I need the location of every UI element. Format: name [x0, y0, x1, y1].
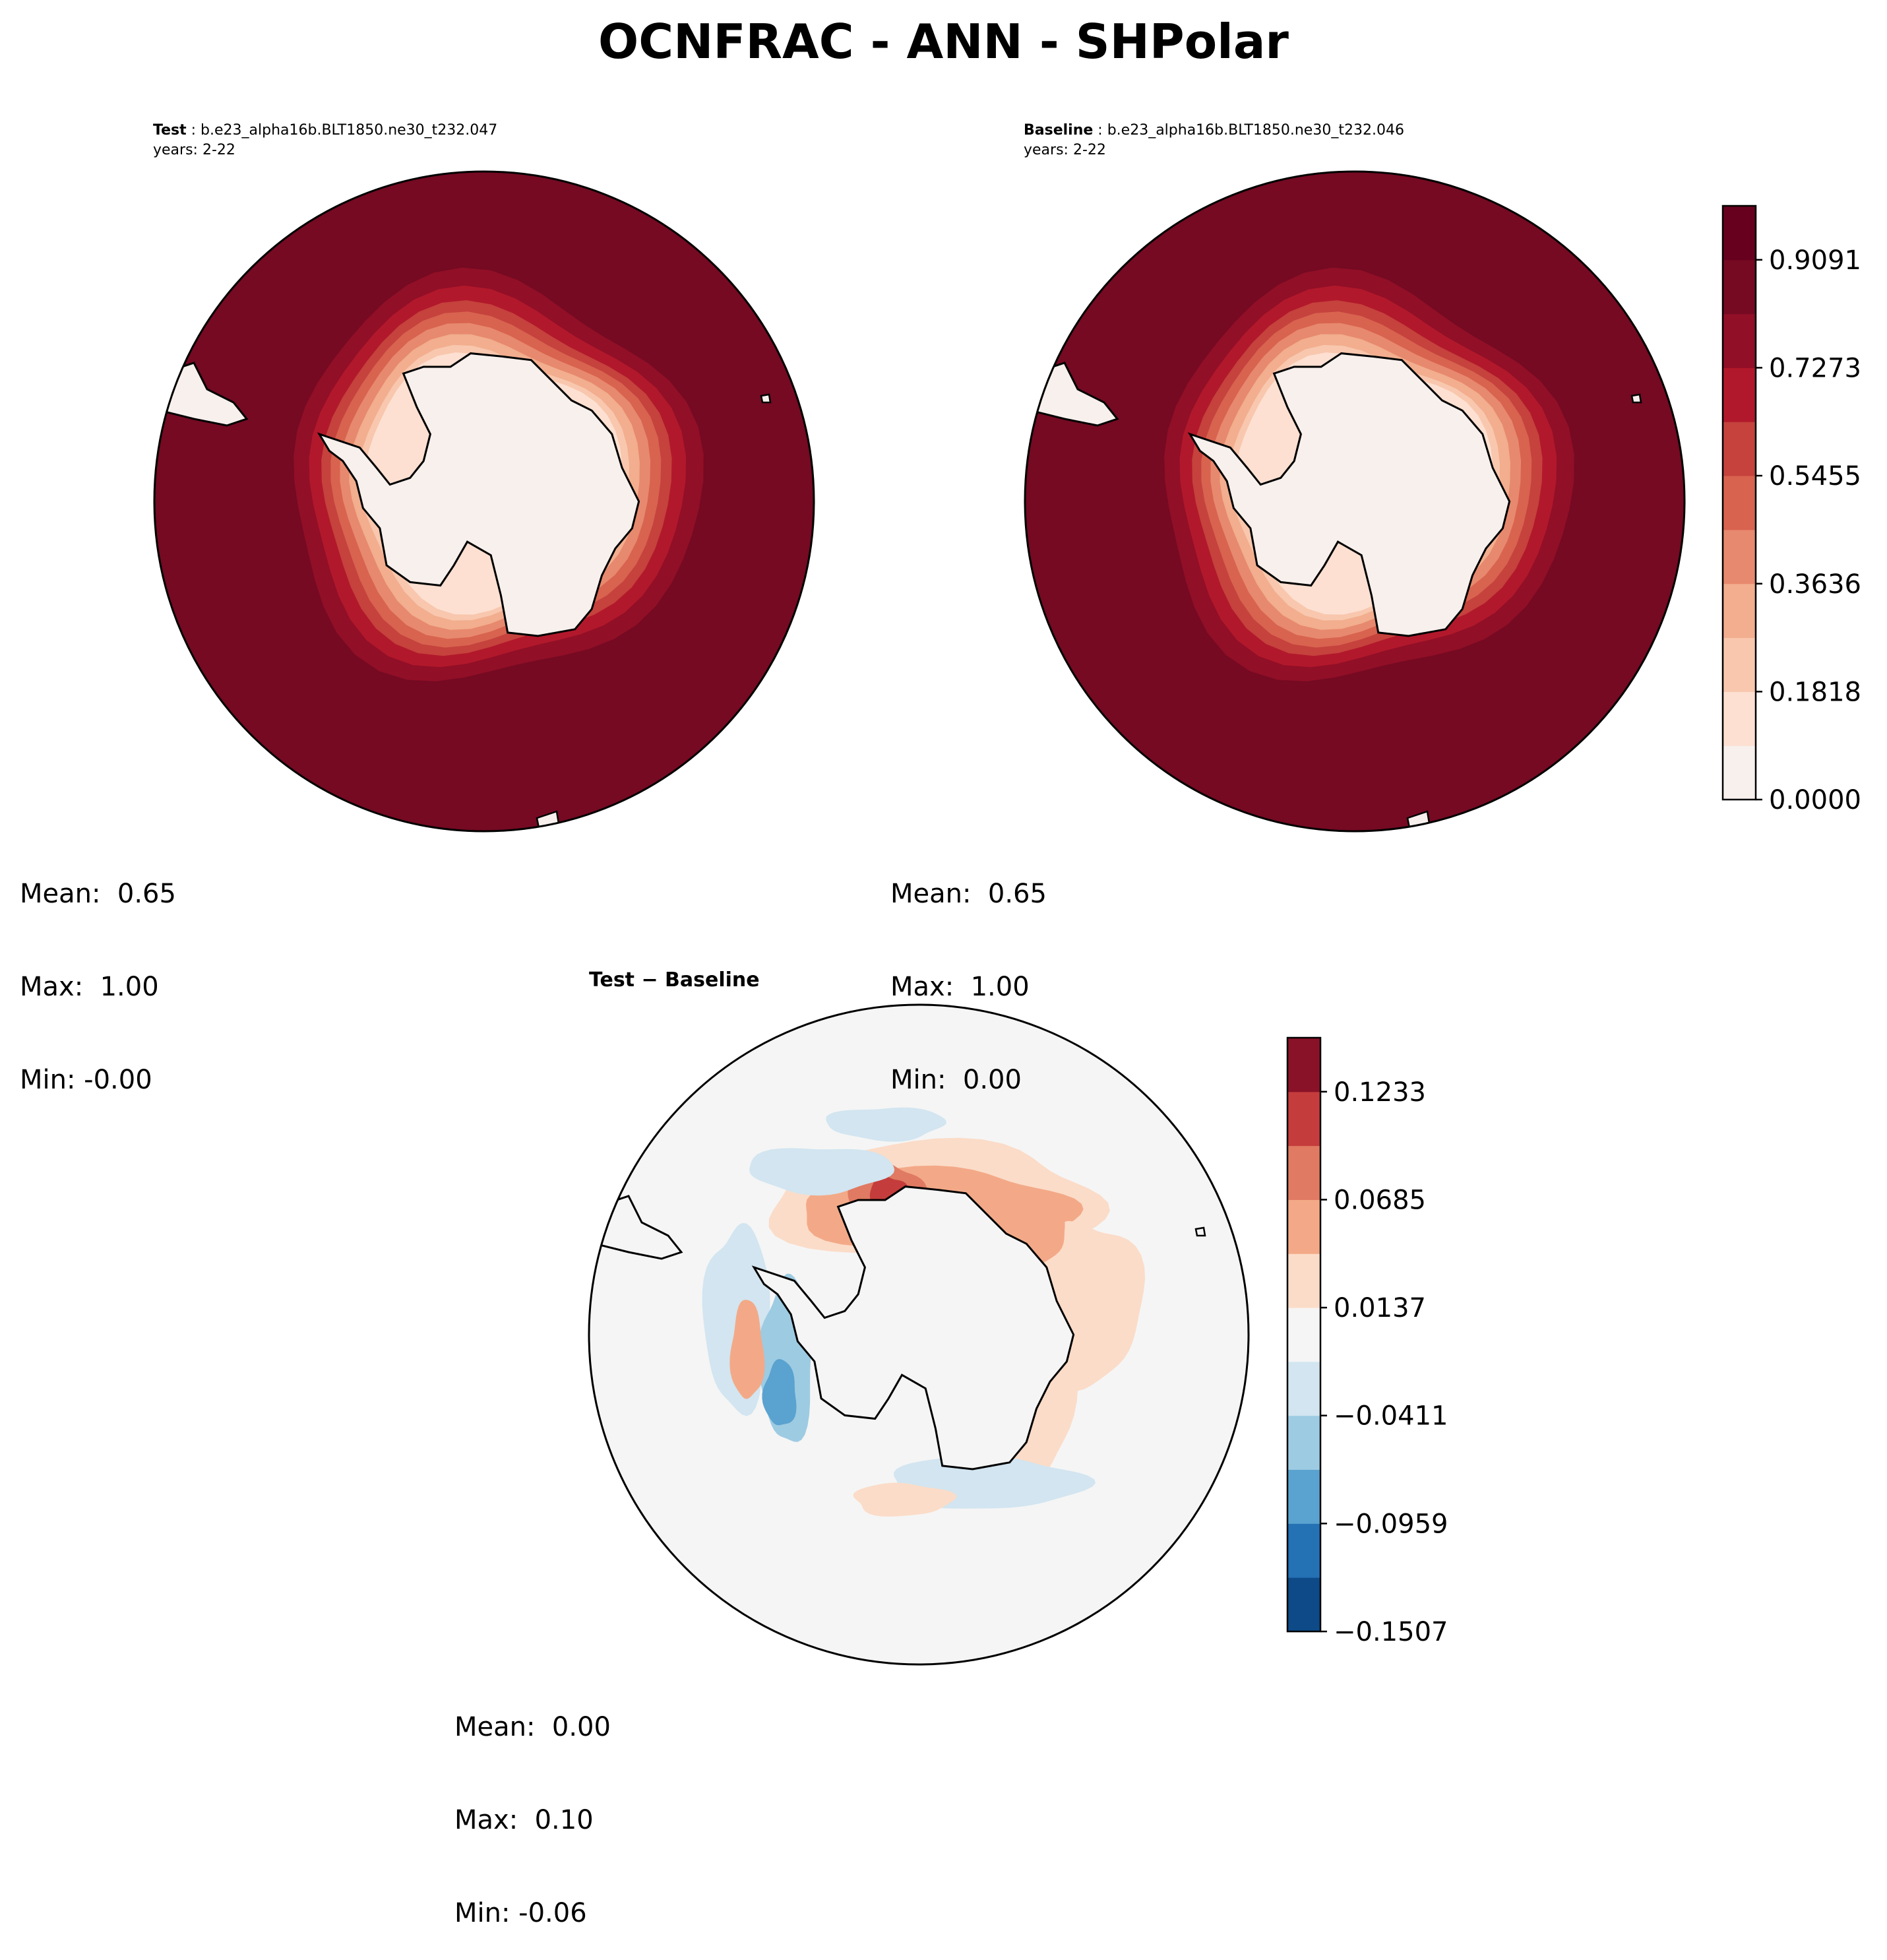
baseline-stats: Mean: 0.65 Max: 1.00 Min: 0.00 — [890, 817, 1047, 1127]
diff-cbar-tick-label-2: −0.0411 — [1334, 1401, 1448, 1432]
base-land — [1190, 353, 1510, 636]
ocnfrac-cbar-tick-label-2: 0.3636 — [1769, 569, 1861, 600]
test-island-a — [760, 393, 772, 404]
diff-cbar-tick-label-4: 0.0685 — [1334, 1185, 1426, 1215]
diff-min: Min: -0.06 — [454, 1898, 587, 1928]
test-coastline-icon — [317, 352, 640, 637]
test-mean: Mean: 0.65 — [20, 879, 176, 909]
diff-stats: Mean: 0.00 Max: 0.10 Min: -0.06 — [454, 1650, 611, 1960]
test-min: Min: -0.00 — [20, 1065, 152, 1095]
test-max: Max: 1.00 — [20, 972, 159, 1002]
ocnfrac-cbar-tick-label-0: 0.0000 — [1769, 785, 1861, 815]
test-stats: Mean: 0.65 Max: 1.00 Min: -0.00 — [20, 817, 176, 1127]
diff-cbar-swatch-3 — [1287, 1415, 1320, 1470]
diff-cbar-swatch-10 — [1287, 1038, 1320, 1092]
diff-contour-8 — [762, 1359, 797, 1426]
diff-contour-9 — [729, 1300, 765, 1399]
diff-cbar-swatch-6 — [1287, 1253, 1320, 1308]
diff-max: Max: 0.10 — [454, 1805, 594, 1835]
diff-cbar-swatch-2 — [1287, 1469, 1320, 1524]
base-border — [1024, 170, 1686, 833]
test-case: b.e23_alpha16b.BLT1850.ne30_t232.047 — [201, 122, 498, 139]
diff-cbar-swatch-5 — [1287, 1308, 1320, 1362]
figure-title: OCNFRAC - ANN - SHPolar — [598, 14, 1289, 69]
baseline-map — [1024, 170, 1686, 833]
diff-cbar-tick-label-3: 0.0137 — [1334, 1293, 1426, 1323]
base-island-a — [1630, 393, 1642, 404]
base-coastline-icon — [1187, 352, 1511, 637]
difference-map — [588, 1003, 1250, 1666]
diff-title: Test − Baseline — [589, 968, 760, 992]
diff-cbar-tick-label-5: 0.1233 — [1334, 1077, 1426, 1108]
diff-cbar-tick-label-0: −0.1507 — [1334, 1617, 1448, 1647]
ocnfrac-cbar-swatch-1 — [1723, 691, 1756, 746]
ocnfrac-cbar-tick-label-4: 0.7273 — [1769, 353, 1861, 383]
test-map — [153, 170, 815, 833]
baseline-case: b.e23_alpha16b.BLT1850.ne30_t232.046 — [1107, 122, 1404, 139]
ocnfrac-cbar-tick-label-5: 0.9091 — [1769, 245, 1861, 276]
ocnfrac-cbar-swatch-8 — [1723, 313, 1756, 368]
diff-cbar-swatch-7 — [1287, 1199, 1320, 1254]
base-field — [1025, 172, 1685, 831]
diff-contour-4 — [749, 1148, 895, 1196]
test-label: Test — [153, 122, 187, 139]
ocnfrac-cbar-tick-label-1: 0.1818 — [1769, 677, 1861, 707]
ocnfrac-cbar-swatch-3 — [1723, 583, 1756, 639]
diff-contour-12 — [853, 1482, 956, 1517]
test-border — [153, 170, 815, 833]
diff-border — [588, 1003, 1250, 1666]
test-land — [319, 353, 639, 636]
diff-coastline-icon — [751, 1185, 1075, 1470]
diff-cbar-swatch-8 — [1287, 1145, 1320, 1200]
test-header: Test : b.e23_alpha16b.BLT1850.ne30_t232.… — [153, 121, 497, 160]
ocnfrac-cbar-swatch-2 — [1723, 637, 1756, 692]
test-colon: : — [186, 122, 201, 139]
baseline-label: Baseline — [1024, 122, 1094, 139]
ocnfrac-cbar-frame — [1721, 205, 1757, 801]
baseline-colon: : — [1093, 122, 1107, 139]
diff-mean: Mean: 0.00 — [454, 1712, 611, 1742]
baseline-mean: Mean: 0.65 — [890, 879, 1047, 909]
baseline-header: Baseline : b.e23_alpha16b.BLT1850.ne30_t… — [1024, 121, 1404, 160]
diff-cbar-tick-label-1: −0.0959 — [1334, 1509, 1448, 1539]
difference-colorbar: −0.1507 −0.0959 −0.0411 0.0137 0.0685 0.1233 — [1286, 1036, 1448, 1647]
baseline-max: Max: 1.00 — [890, 972, 1030, 1002]
test-field — [154, 172, 814, 831]
diff-island-a — [1194, 1226, 1206, 1237]
diff-cbar-swatch-0 — [1287, 1577, 1320, 1632]
baseline-min: Min: 0.00 — [890, 1065, 1022, 1095]
ocnfrac-cbar-swatch-0 — [1723, 745, 1756, 800]
ocnfrac-cbar-swatch-9 — [1723, 259, 1756, 315]
ocnfrac-cbar-swatch-5 — [1723, 476, 1756, 530]
diff-cbar-swatch-1 — [1287, 1523, 1320, 1578]
diff-cbar-frame — [1286, 1036, 1322, 1633]
ocnfrac-cbar-tick-label-3: 0.5455 — [1769, 461, 1861, 491]
ocnfrac-cbar-swatch-10 — [1723, 206, 1756, 261]
diff-land — [754, 1186, 1074, 1469]
diff-field — [589, 1005, 1249, 1664]
diff-contour-5 — [826, 1107, 946, 1142]
ocnfrac-cbar-swatch-4 — [1723, 529, 1756, 585]
ocnfrac-cbar-swatch-6 — [1723, 422, 1756, 476]
test-years: years: 2-22 — [153, 142, 235, 158]
diff-cbar-swatch-9 — [1287, 1091, 1320, 1147]
baseline-years: years: 2-22 — [1024, 142, 1106, 158]
ocnfrac-colorbar: 0.0000 0.1818 0.3636 0.5455 0.7273 0.9091 — [1721, 205, 1861, 815]
diff-cbar-swatch-4 — [1287, 1361, 1320, 1416]
ocnfrac-cbar-swatch-7 — [1723, 367, 1756, 422]
